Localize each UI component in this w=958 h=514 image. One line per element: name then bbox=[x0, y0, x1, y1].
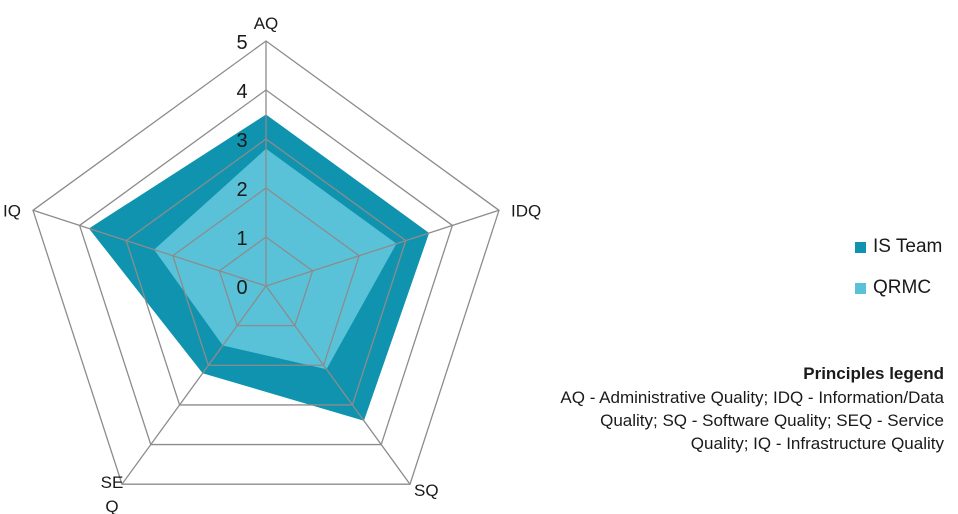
axis-label-3: SE Q bbox=[101, 473, 124, 514]
axis-label-2: SQ bbox=[414, 481, 439, 500]
tick-label-2: 2 bbox=[236, 179, 247, 201]
principles-legend-text: AQ - Administrative Quality; IDQ - Infor… bbox=[560, 388, 944, 453]
tick-label-3: 3 bbox=[236, 130, 247, 152]
legend-swatch-is-team bbox=[855, 241, 866, 253]
radar-grid bbox=[32, 40, 500, 485]
spoke-4 bbox=[32, 209, 267, 287]
legend-item-qrmc: QRMC bbox=[855, 277, 942, 299]
axis-label-1: IDQ bbox=[511, 201, 541, 220]
radar-spokes bbox=[32, 41, 500, 485]
grid-ring-5 bbox=[32, 40, 500, 485]
principles-legend-title: Principles legend bbox=[803, 364, 944, 383]
legend-swatch-qrmc bbox=[855, 282, 866, 294]
spoke-1 bbox=[265, 209, 500, 287]
radar-ticks: 0 1 2 3 4 5 bbox=[236, 32, 247, 299]
radar-axis-labels: AQ IDQ SQ SE Q IQ bbox=[3, 14, 541, 514]
spoke-3 bbox=[121, 285, 267, 485]
grid-ring-4 bbox=[78, 89, 454, 446]
tick-label-0: 0 bbox=[236, 277, 247, 299]
axis-label-0: AQ bbox=[254, 14, 279, 33]
series-area-qrmc bbox=[154, 148, 397, 370]
tick-label-4: 4 bbox=[236, 81, 247, 103]
legend-label-is-team: IS Team bbox=[873, 236, 943, 257]
chart-legend: IS Team QRMC bbox=[855, 236, 942, 318]
axis-label-4: IQ bbox=[3, 201, 21, 220]
legend-item-is-team: IS Team bbox=[855, 236, 942, 258]
radar-series bbox=[88, 114, 430, 421]
grid-ring-3 bbox=[125, 138, 407, 406]
tick-label-1: 1 bbox=[236, 228, 247, 250]
tick-label-5: 5 bbox=[236, 32, 247, 54]
spoke-2 bbox=[265, 285, 411, 485]
grid-ring-1 bbox=[218, 236, 314, 327]
principles-legend: Principles legend AQ - Administrative Qu… bbox=[544, 364, 944, 455]
legend-label-qrmc: QRMC bbox=[873, 277, 932, 298]
grid-ring-2 bbox=[172, 187, 360, 366]
